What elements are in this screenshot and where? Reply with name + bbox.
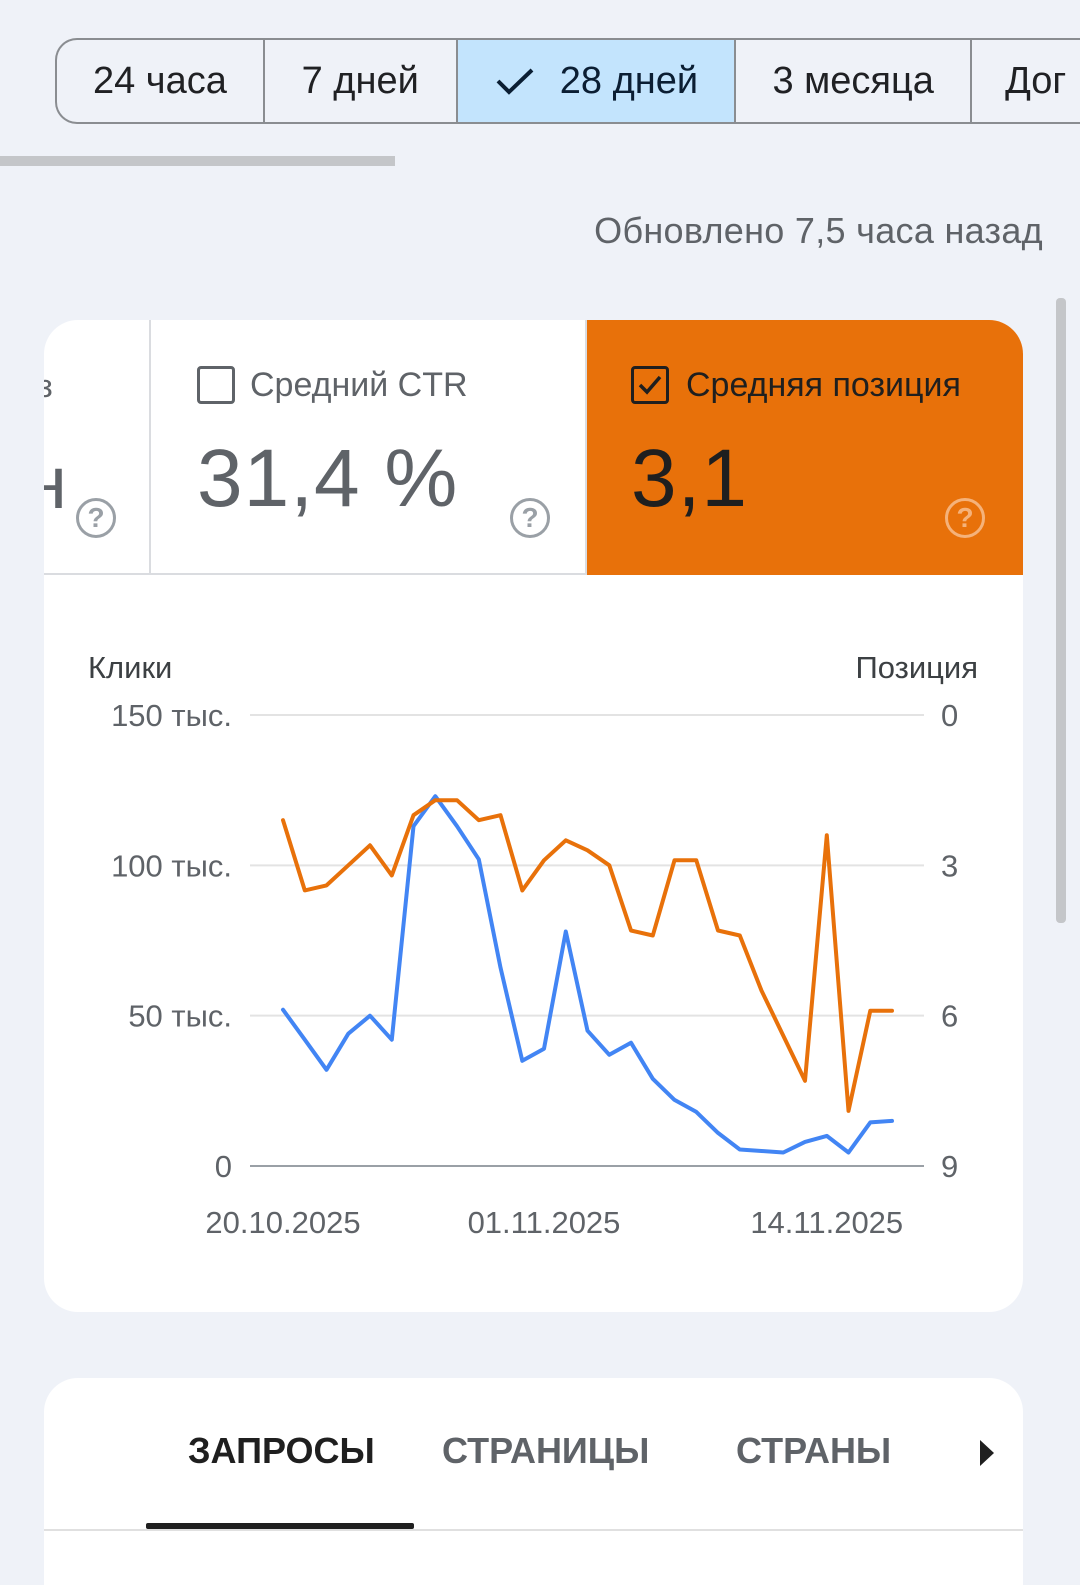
- clicks-series-line: [281, 794, 894, 1155]
- position-series-line: [281, 798, 894, 1113]
- chip-more[interactable]: Дог: [972, 40, 1080, 122]
- metric-tile-position[interactable]: Средняя позиция 3,1 ?: [587, 320, 1023, 575]
- right-axis-tick-label: 3: [941, 848, 958, 883]
- check-icon: [638, 375, 662, 395]
- right-axis-title: Позиция: [855, 650, 978, 685]
- metric-tile-partial[interactable]: з н ?: [44, 320, 151, 575]
- horizontal-scroll-indicator[interactable]: [0, 156, 395, 166]
- performance-card: з н ? Средний CTR 31,4 % ? Средняя позиц…: [44, 320, 1023, 1312]
- help-icon[interactable]: ?: [945, 498, 985, 538]
- left-axis-tick-label: 0: [215, 1149, 232, 1184]
- updated-text: Обновлено 7,5 часа назад: [594, 210, 1043, 251]
- right-axis-tick-label: 6: [941, 999, 958, 1034]
- metric-value-fragment: н: [44, 441, 67, 524]
- performance-chart[interactable]: Клики Позиция 150 тыс. 0 100 тыс. 3 50 тыс. 6 0 9…: [44, 320, 1023, 1312]
- help-icon[interactable]: ?: [510, 498, 550, 538]
- tabs-next-arrow-icon[interactable]: [980, 1440, 994, 1466]
- chip-3-months[interactable]: 3 месяца: [736, 40, 973, 122]
- chip-label: 7 дней: [301, 59, 419, 102]
- date-range-chips: 24 часа 7 дней 28 дней 3 месяца Дог: [55, 38, 1080, 124]
- metric-tiles: з н ? Средний CTR 31,4 % ? Средняя позиц…: [44, 320, 1023, 575]
- chip-label: Дог: [1005, 59, 1067, 102]
- right-axis-tick-label: 0: [941, 698, 958, 733]
- metric-value: 31,4 %: [197, 433, 459, 524]
- metric-value: 3,1: [631, 433, 748, 524]
- dimension-tabs: ЗАПРОСЫ СТРАНИЦЫ СТРАНЫ: [44, 1378, 1023, 1585]
- left-axis-title: Клики: [88, 650, 172, 685]
- chip-label: 24 часа: [92, 59, 227, 102]
- help-icon[interactable]: ?: [76, 498, 116, 538]
- checkbox-checked-icon[interactable]: [631, 366, 669, 404]
- right-axis-tick-label: 9: [941, 1149, 958, 1184]
- tab-pages[interactable]: СТРАНИЦЫ: [442, 1430, 650, 1471]
- left-axis-tick-label: 100 тыс.: [111, 848, 232, 883]
- left-axis-tick-label: 50 тыс.: [128, 999, 232, 1034]
- metric-label-fragment: з: [44, 368, 53, 404]
- tabs-divider: [44, 1529, 1023, 1531]
- left-axis-tick-label: 150 тыс.: [111, 698, 232, 733]
- chip-7-days[interactable]: 7 дней: [265, 40, 458, 122]
- metric-tile-ctr[interactable]: Средний CTR 31,4 % ?: [151, 320, 587, 575]
- chip-label: 28 дней: [559, 59, 699, 102]
- chip-24-hours[interactable]: 24 часа: [57, 40, 265, 122]
- vertical-scrollbar[interactable]: [1056, 298, 1066, 923]
- tab-countries[interactable]: СТРАНЫ: [736, 1430, 892, 1471]
- x-axis-tick-label: 01.11.2025: [468, 1205, 621, 1240]
- chip-28-days[interactable]: 28 дней: [457, 40, 737, 122]
- x-axis-tick-label: 20.10.2025: [205, 1205, 360, 1240]
- x-axis-tick-label: 14.11.2025: [750, 1205, 903, 1240]
- metric-label: Средняя позиция: [686, 366, 961, 404]
- checkbox-unchecked-icon[interactable]: [197, 366, 235, 404]
- tab-queries[interactable]: ЗАПРОСЫ: [188, 1430, 375, 1471]
- metric-label: Средний CTR: [250, 366, 468, 404]
- active-tab-underline: [146, 1523, 414, 1529]
- chip-label: 3 месяца: [772, 59, 934, 102]
- check-icon: [496, 68, 534, 95]
